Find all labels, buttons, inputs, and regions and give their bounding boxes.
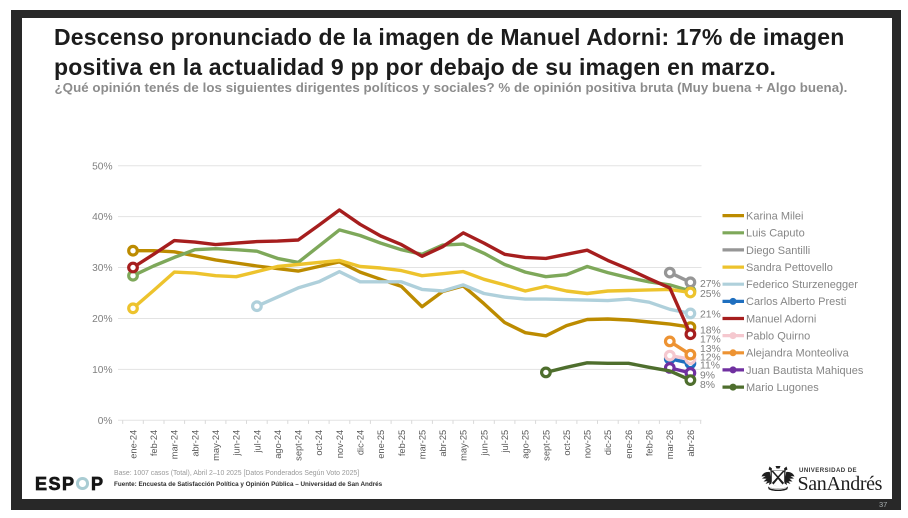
svg-text:27%: 27%: [700, 279, 721, 290]
svg-text:oct-25: oct-25: [562, 430, 572, 456]
svg-text:Diego Santilli: Diego Santilli: [746, 245, 810, 257]
svg-text:20%: 20%: [92, 314, 112, 325]
svg-text:Karina Milei: Karina Milei: [746, 211, 803, 223]
svg-text:12%: 12%: [700, 352, 721, 363]
svg-text:abr-25: abr-25: [438, 430, 448, 457]
svg-text:Alejandra Monteoliva: Alejandra Monteoliva: [746, 348, 850, 360]
svg-text:30%: 30%: [92, 263, 112, 274]
svg-text:13%: 13%: [700, 344, 721, 355]
svg-text:nov-24: nov-24: [335, 430, 345, 458]
svg-text:mar-24: mar-24: [170, 430, 180, 459]
svg-text:18%: 18%: [700, 325, 721, 336]
svg-text:sept-25: sept-25: [541, 430, 551, 461]
svg-text:11%: 11%: [700, 361, 720, 372]
svg-text:ene-24: ene-24: [128, 430, 138, 459]
svg-text:nov-25: nov-25: [583, 430, 593, 458]
svg-text:abr-24: abr-24: [190, 430, 200, 457]
svg-text:8%: 8%: [700, 380, 715, 391]
svg-text:ago-24: ago-24: [273, 430, 283, 459]
svg-text:may-24: may-24: [211, 430, 221, 461]
svg-text:dic-24: dic-24: [356, 430, 366, 455]
svg-text:ago-25: ago-25: [521, 430, 531, 459]
svg-text:may-25: may-25: [459, 430, 469, 461]
svg-text:17%: 17%: [700, 334, 721, 345]
svg-text:mar-25: mar-25: [417, 430, 427, 459]
svg-text:feb-25: feb-25: [397, 430, 407, 456]
svg-text:9%: 9%: [700, 371, 715, 382]
svg-text:Carlos Alberto Presti: Carlos Alberto Presti: [746, 296, 846, 308]
svg-text:10%: 10%: [92, 365, 112, 376]
svg-text:40%: 40%: [92, 212, 112, 223]
svg-text:feb-26: feb-26: [645, 430, 655, 456]
svg-text:jun-24: jun-24: [232, 430, 242, 457]
svg-text:Mario Lugones: Mario Lugones: [746, 382, 819, 394]
svg-text:oct-24: oct-24: [314, 430, 324, 456]
svg-text:feb-24: feb-24: [149, 430, 159, 456]
svg-text:dic-25: dic-25: [603, 430, 613, 455]
svg-text:Sandra Pettovello: Sandra Pettovello: [746, 262, 833, 274]
svg-text:Manuel Adorni: Manuel Adorni: [746, 313, 816, 325]
svg-text:25%: 25%: [700, 289, 721, 300]
svg-text:50%: 50%: [92, 161, 112, 172]
svg-text:Luis Caputo: Luis Caputo: [746, 228, 805, 240]
svg-text:mar-26: mar-26: [665, 430, 675, 459]
svg-text:Federico Sturzenegger: Federico Sturzenegger: [746, 279, 858, 291]
svg-text:21%: 21%: [700, 310, 721, 321]
svg-text:0%: 0%: [98, 416, 113, 427]
svg-text:abr-26: abr-26: [686, 430, 696, 457]
svg-text:sept-24: sept-24: [294, 430, 304, 461]
svg-text:jul-24: jul-24: [252, 430, 262, 454]
svg-text:ene-26: ene-26: [624, 430, 634, 459]
svg-text:jul-25: jul-25: [500, 430, 510, 454]
svg-text:ene-25: ene-25: [376, 430, 386, 459]
svg-text:Juan Bautista Mahiques: Juan Bautista Mahiques: [746, 365, 864, 377]
svg-text:Pablo Quirno: Pablo Quirno: [746, 331, 810, 343]
svg-text:jun-25: jun-25: [479, 430, 489, 457]
